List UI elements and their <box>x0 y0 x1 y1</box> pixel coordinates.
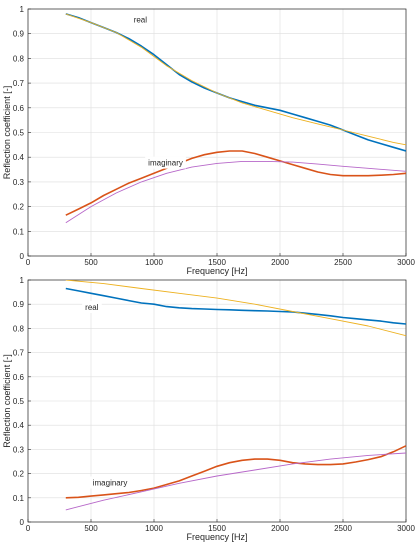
x-tick-label: 0 <box>26 524 31 533</box>
series-line-fit-imag <box>65 160 406 224</box>
y-axis-label: Reflection coefficient [-] <box>2 354 12 447</box>
y-tick-label: 0.2 <box>13 203 25 212</box>
y-tick-label: 0.8 <box>13 324 25 333</box>
y-tick-label: 0 <box>20 518 25 527</box>
annotation-0: real <box>82 301 102 314</box>
x-tick-label: 1500 <box>208 524 226 533</box>
series-line-measured-imag <box>65 150 406 216</box>
y-tick-label: 0.3 <box>13 178 25 187</box>
x-tick-label: 2000 <box>271 524 289 533</box>
y-tick-label: 0.7 <box>13 349 25 358</box>
y-tick-label: 1 <box>20 5 25 14</box>
series-line-measured-real <box>65 13 406 152</box>
x-tick-label: 2500 <box>334 258 352 267</box>
series-line-measured-real <box>65 287 406 325</box>
y-tick-label: 0.1 <box>13 227 25 236</box>
x-axis-label: Frequency [Hz] <box>186 532 247 542</box>
x-tick-label: 500 <box>84 524 98 533</box>
y-tick-label: 0.5 <box>13 129 25 138</box>
annotation-1: imaginary <box>89 476 131 489</box>
annotation-box <box>145 156 186 169</box>
annotation-box <box>82 301 102 314</box>
annotation-0: real <box>130 13 151 26</box>
y-tick-label: 0.9 <box>13 30 25 39</box>
annotation-text: imaginary <box>93 478 128 487</box>
y-tick-label: 0 <box>20 252 25 261</box>
series-line-measured-imag <box>65 445 406 499</box>
series-line-fit-imag <box>65 452 406 511</box>
x-axis-label: Frequency [Hz] <box>186 266 247 276</box>
y-tick-label: 0.7 <box>13 79 25 88</box>
y-tick-label: 1 <box>20 276 25 285</box>
annotation-text: imaginary <box>148 159 183 168</box>
y-tick-label: 0.5 <box>13 397 25 406</box>
annotation-1: imaginary <box>145 156 186 169</box>
y-tick-label: 0.9 <box>13 300 25 309</box>
series-line-fit-real <box>65 280 406 337</box>
chart-panel-1: 0 500 1000 1500 2000 2500 3000 0 0.1 0.2 0.3 0.4 0.5… <box>2 276 415 542</box>
y-tick-label: 0.6 <box>13 373 25 382</box>
annotation-box <box>89 476 131 489</box>
y-tick-label: 0.1 <box>13 494 25 503</box>
series-line-fit-real <box>65 13 406 146</box>
y-tick-label: 0.6 <box>13 104 25 113</box>
y-tick-label: 0.2 <box>13 470 25 479</box>
x-tick-label: 0 <box>26 258 31 267</box>
x-tick-label: 1000 <box>145 524 163 533</box>
x-tick-label: 2000 <box>271 258 289 267</box>
x-tick-label: 3000 <box>397 524 415 533</box>
annotation-text: real <box>85 303 99 312</box>
y-tick-label: 0.8 <box>13 54 25 63</box>
y-axis-label: Reflection coefficient [-] <box>2 86 12 179</box>
x-tick-label: 3000 <box>397 258 415 267</box>
x-tick-label: 1500 <box>208 258 226 267</box>
x-tick-label: 2500 <box>334 524 352 533</box>
x-tick-label: 500 <box>84 258 98 267</box>
annotation-box <box>130 13 151 26</box>
annotation-text: real <box>134 15 148 24</box>
y-tick-label: 0.4 <box>13 421 25 430</box>
y-tick-label: 0.3 <box>13 445 25 454</box>
chart-panel-0: 0 500 1000 1500 2000 2500 3000 0 0.1 0.2 0.3 0.4 0.5… <box>2 5 415 276</box>
y-tick-label: 0.4 <box>13 153 25 162</box>
x-tick-label: 1000 <box>145 258 163 267</box>
